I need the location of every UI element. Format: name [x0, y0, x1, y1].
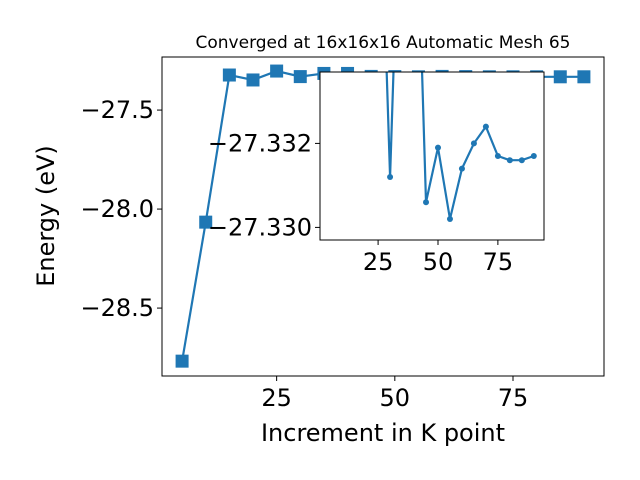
point — [446, 216, 453, 222]
y-tick-label: −28.0 — [80, 195, 154, 223]
point — [423, 199, 430, 206]
chart-title: Converged at 16x16x16 Automatic Mesh 65 — [196, 33, 571, 53]
plot-area — [385, 72, 537, 222]
axes-frame — [319, 71, 545, 241]
point — [577, 70, 591, 84]
point — [222, 68, 236, 82]
x-tick-label: 50 — [423, 248, 454, 276]
point — [434, 144, 441, 151]
x-tick-label: 50 — [380, 384, 411, 412]
inset-background — [320, 72, 544, 240]
x-tick-label: 75 — [483, 248, 514, 276]
x-axis-label: Increment in K point — [261, 419, 505, 447]
y-tick-label: −28.5 — [80, 294, 154, 322]
point — [494, 153, 501, 159]
x-tick-label: 75 — [498, 384, 529, 412]
y-tick-label: −27.332 — [208, 129, 312, 157]
point — [553, 70, 567, 84]
point — [246, 73, 260, 87]
point — [175, 354, 189, 368]
y-tick-label: −27.330 — [208, 213, 312, 241]
point — [199, 215, 213, 229]
x-tick-label: 25 — [363, 248, 394, 276]
x-tick-label: 25 — [261, 384, 292, 412]
point — [470, 140, 477, 147]
y-axis-label: Energy (eV) — [32, 145, 60, 287]
point — [506, 157, 513, 164]
point — [293, 70, 307, 84]
axes-frame — [161, 56, 605, 377]
point — [458, 165, 465, 172]
point — [270, 64, 284, 78]
point — [530, 153, 537, 159]
y-tick-label: −27.5 — [80, 96, 154, 124]
point — [387, 174, 394, 180]
point — [482, 123, 489, 130]
point — [518, 157, 525, 164]
